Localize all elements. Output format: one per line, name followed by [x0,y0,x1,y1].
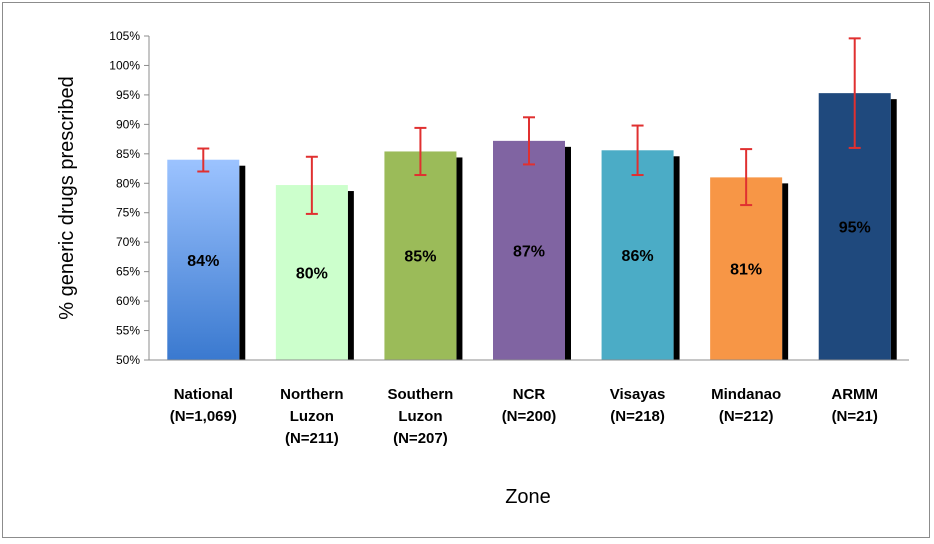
error-bar [305,155,318,215]
error-bar [414,126,427,177]
y-tick-label: 75% [116,206,140,220]
x-category-label: ARMM (N=21) [831,386,878,425]
data-label: 86% [622,248,654,265]
bar-shadow [673,156,680,360]
y-axis-title: % generic drugs prescribed [56,76,78,319]
chart-frame: 50% 55% 60% 65% 70% 75% 80% 85% 90% 95% 100% 105% 8… [2,2,930,538]
y-tick-label: 85% [116,147,140,161]
y-tick-label: 80% [116,176,140,190]
y-tick-label: 50% [116,353,140,367]
y-tick-label: 65% [116,265,140,279]
error-bar [848,37,861,149]
y-tick-label: 60% [116,294,140,308]
x-category-label: National (N=1,069) [170,386,237,425]
x-category-label: Southern Luzon (N=207) [388,386,454,447]
bar-shadow [565,146,571,360]
data-label: 84% [187,253,219,270]
bars: 84% 80% 85% 87% 86% 81% 95% [167,37,897,360]
bar-chart: 50% 55% 60% 65% 70% 75% 80% 85% 90% 95% 100% 105% 8… [56,29,909,508]
bar-shadow [347,191,354,360]
x-category-label: NCR (N=200) [502,386,557,425]
bar-shadow [890,99,897,360]
error-bar [740,148,753,207]
data-label: 87% [513,243,545,260]
bar-shadow [782,183,789,360]
bar [601,150,674,360]
data-label: 80% [296,266,328,283]
data-label: 85% [404,249,436,266]
bar [493,140,565,360]
data-label: 95% [839,220,871,237]
y-tick-label: 95% [116,88,140,102]
bar-shadow [239,165,246,360]
y-tick-label: 70% [116,235,140,249]
error-bar [631,124,644,177]
bar [167,159,240,360]
y-tick-label: 55% [116,324,140,338]
bar [710,177,783,360]
y-tick-label: 105% [109,29,140,43]
y-tick-label: 90% [116,117,140,131]
y-tick-label: 100% [109,58,140,72]
x-category-label: Visayas (N=218) [610,386,666,425]
data-label: 81% [730,262,762,279]
x-axis-labels: National (N=1,069) Northern Luzon (N=211) Sou… [170,386,878,447]
x-axis-title: Zone [505,486,551,508]
x-category-label: Mindanao (N=212) [711,386,781,425]
error-bar [197,147,210,173]
bar-shadow [456,157,463,360]
y-axis-ticks: 50% 55% 60% 65% 70% 75% 80% 85% 90% 95% 100% 105% [109,29,149,367]
error-bar [523,116,535,166]
x-category-label: Northern Luzon (N=211) [280,386,343,447]
bar [384,151,457,360]
